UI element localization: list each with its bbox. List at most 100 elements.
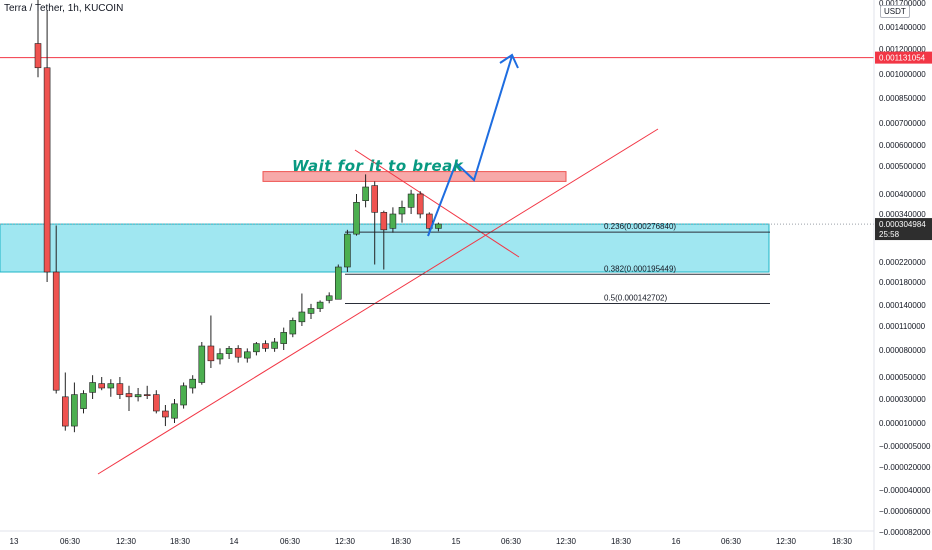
price-tick-label: 0.001200000 (879, 45, 926, 54)
marked-level-badge (875, 51, 932, 64)
symbol-title[interactable]: Terra / Tether, 1h, KUCOIN (4, 3, 124, 14)
candle-body (98, 383, 105, 389)
candlestick-series (34, 0, 442, 433)
candle-body (61, 396, 69, 427)
candle-body (143, 394, 151, 397)
price-tick-label: 0.000220000 (879, 258, 926, 267)
ascending-trendline (97, 128, 659, 475)
candle-body (162, 410, 169, 418)
time-tick-label: 16 (672, 537, 681, 546)
time-tick-label: 14 (230, 537, 239, 546)
time-tick-label: 06:30 (60, 537, 81, 546)
candle-body (225, 348, 233, 354)
time-axis[interactable]: 13 06:30 12:30 18:30 14 06:30 12:30 18:30 15 06:3… (0, 530, 874, 546)
price-tick-label: 0.000340000 (879, 210, 926, 219)
current-price-badge (875, 218, 932, 241)
currency-label[interactable]: USDT (880, 5, 910, 18)
candle-body (52, 271, 60, 391)
candle-body (171, 403, 178, 419)
annotation-text[interactable]: Wait for it to break (292, 157, 464, 175)
price-tick-label: 0.000400000 (879, 190, 926, 199)
fib-level-label: 0.382(0.000195449) (604, 264, 676, 273)
candle-body (180, 385, 187, 406)
price-tick-label: 0.000080000 (879, 346, 926, 355)
candle-body (207, 345, 215, 362)
price-tick-label: 0.000030000 (879, 395, 926, 404)
price-tick-label: −0.000005000 (879, 442, 931, 451)
candle-body (89, 382, 96, 393)
time-tick-label: 12:30 (116, 537, 137, 546)
candle-body (435, 223, 442, 229)
time-tick-label: 12:30 (776, 537, 797, 546)
candle-body (271, 341, 278, 349)
price-tick-label: 0.001700000 (879, 0, 926, 8)
marked-level-value: 0.001131054 (879, 54, 926, 63)
current-price-value: 0.000304984 (879, 220, 926, 229)
time-tick-label: 06:30 (501, 537, 522, 546)
candle-body (134, 394, 142, 398)
candle-body (80, 393, 87, 409)
time-tick-label: 18:30 (170, 537, 191, 546)
candle-body (234, 348, 242, 358)
candle-body (371, 185, 379, 213)
price-tick-label: 0.000700000 (879, 119, 926, 128)
candle-body (189, 378, 196, 389)
candle-body (362, 186, 369, 201)
candle-body (43, 67, 51, 273)
price-tick-label: 0.000850000 (879, 94, 926, 103)
projection-path (427, 55, 513, 237)
candle-body (425, 213, 433, 229)
candle-body (125, 393, 133, 398)
price-tick-label: 0.000050000 (879, 373, 926, 382)
time-tick-label: 18:30 (391, 537, 412, 546)
descending-trendline (354, 149, 520, 258)
time-tick-label: 06:30 (280, 537, 301, 546)
price-tick-label: −0.000020000 (879, 463, 931, 472)
candle-body (107, 383, 115, 389)
candle-body (316, 301, 324, 309)
price-tick-label: 0.000140000 (879, 301, 926, 310)
time-tick-label: 15 (452, 537, 461, 546)
drawing-overlay (427, 53, 519, 237)
time-tick-label: 18:30 (832, 537, 853, 546)
resistance-zone (262, 171, 567, 182)
time-tick-label: 18:30 (611, 537, 632, 546)
price-tick-label: 0.000180000 (879, 278, 926, 287)
time-tick-label: 06:30 (721, 537, 742, 546)
price-tick-label: 0.000110000 (879, 322, 926, 331)
time-tick-label: 12:30 (556, 537, 577, 546)
candle-body (253, 343, 260, 353)
candle-body (34, 43, 42, 69)
candle-body (334, 266, 342, 300)
price-axis[interactable]: 0.001700000 0.001400000 0.001200000 0.00100… (873, 0, 932, 550)
price-tick-label: 0.001400000 (879, 23, 926, 32)
fib-level-label: 0.5(0.000142702) (604, 293, 668, 302)
candle-body (153, 394, 160, 412)
price-tick-label: −0.000082000 (879, 528, 931, 537)
candle-body (380, 212, 388, 231)
drawing-lines: 0.236(0.000276840) 0.382(0.000195449) 0.5(… (0, 57, 874, 475)
candle-body (116, 383, 124, 395)
fib-level-label: 0.236(0.000276840) (604, 222, 676, 231)
price-tick-label: −0.000040000 (879, 486, 931, 495)
candle-body (289, 320, 297, 335)
candle-body (344, 233, 351, 268)
candle-body (71, 394, 78, 427)
candle-body (389, 213, 397, 229)
candle-body (262, 343, 269, 349)
candle-body (407, 193, 415, 208)
price-tick-label: 0.000600000 (879, 141, 926, 150)
candle-body (216, 353, 224, 360)
candle-body (353, 202, 360, 235)
price-tick-label: 0.000500000 (879, 162, 926, 171)
candle-body (416, 193, 424, 215)
price-tick-label: 0.001000000 (879, 70, 926, 79)
time-tick-label: 13 (10, 537, 19, 546)
candle-body (307, 308, 315, 314)
candle-body (298, 311, 306, 323)
candle-body (244, 351, 251, 359)
projection-arrowhead (499, 53, 519, 69)
candle-body (325, 295, 333, 301)
candle-body (398, 207, 406, 215)
